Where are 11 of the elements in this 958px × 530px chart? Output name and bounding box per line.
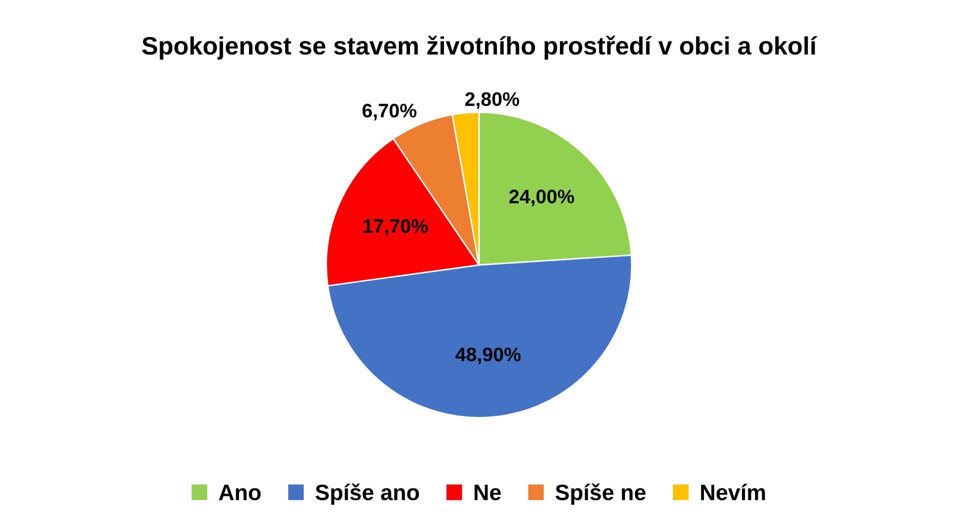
legend-label: Spíše ano — [316, 484, 419, 505]
chart-title: Spokojenost se stavem životního prostředí v obci a okolí — [142, 36, 818, 60]
legend-label: Ne — [474, 484, 501, 500]
data-label: 48,90% — [456, 348, 521, 364]
data-label: 24,00% — [509, 190, 574, 206]
data-label: 2,80% — [465, 92, 520, 109]
legend-label: Ano — [218, 484, 261, 500]
legend-label: Nevím — [701, 484, 765, 500]
data-label: 6,70% — [362, 104, 416, 120]
data-label: 17,70% — [364, 219, 428, 236]
legend-label: Spíše ne — [556, 484, 646, 505]
